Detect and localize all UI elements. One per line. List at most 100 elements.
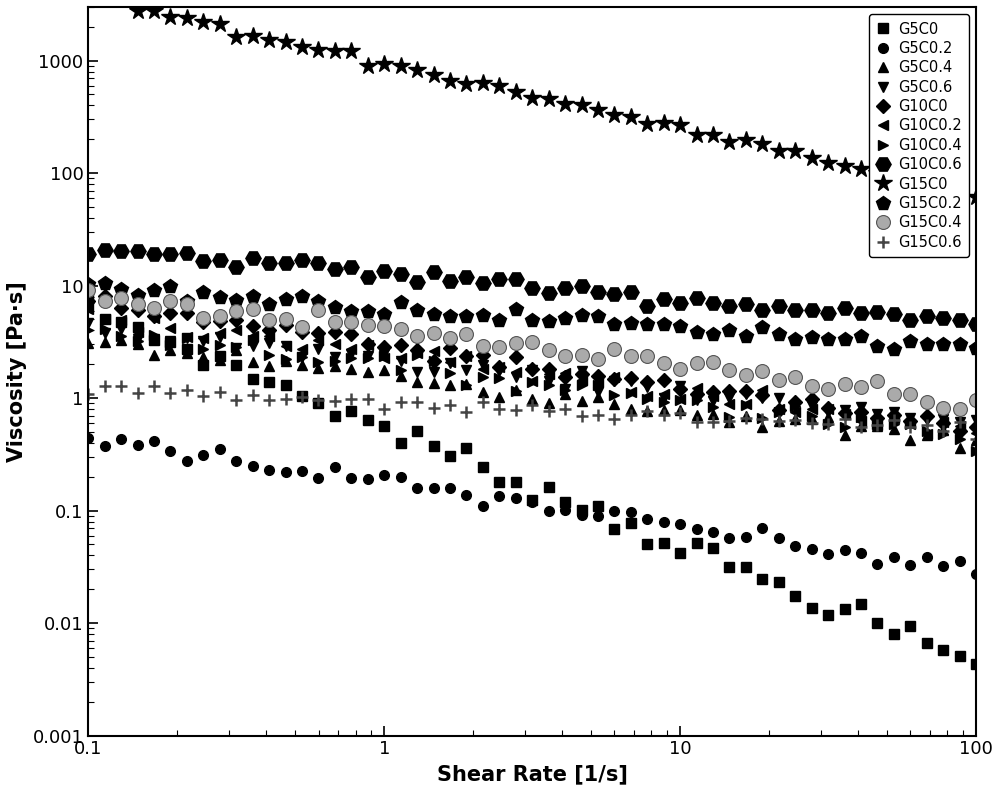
- G15C0: [871, 168, 883, 177]
- G5C0.4: [263, 361, 275, 371]
- G15C0: [954, 187, 966, 196]
- G15C0.2: [954, 339, 966, 349]
- G10C0.2: [247, 331, 259, 341]
- G10C0: [937, 418, 949, 427]
- G5C0.4: [115, 335, 127, 345]
- Line: G15C0.2: G15C0.2: [81, 276, 983, 356]
- G15C0.6: [428, 403, 440, 413]
- G15C0.2: [888, 344, 900, 354]
- G10C0.6: [82, 249, 94, 259]
- G5C0: [954, 651, 966, 660]
- G10C0.6: [970, 319, 982, 328]
- G15C0.4: [181, 299, 193, 308]
- G15C0.6: [954, 417, 966, 426]
- G5C0: [970, 660, 982, 669]
- G10C0.6: [312, 259, 324, 268]
- G15C0.2: [312, 297, 324, 306]
- G10C0: [99, 291, 111, 301]
- G15C0.2: [82, 279, 94, 289]
- G15C0: [411, 66, 423, 75]
- G15C0.6: [263, 395, 275, 404]
- G5C0.6: [937, 414, 949, 424]
- G5C0: [181, 344, 193, 354]
- Line: G15C0.4: G15C0.4: [81, 283, 983, 416]
- G5C0.2: [82, 433, 94, 443]
- G5C0.2: [871, 559, 883, 569]
- G5C0.4: [937, 425, 949, 434]
- G5C0.6: [871, 409, 883, 418]
- G15C0.4: [247, 305, 259, 314]
- G10C0.6: [954, 315, 966, 324]
- G15C0: [82, 0, 94, 4]
- G15C0.2: [197, 288, 209, 297]
- G5C0.6: [247, 342, 259, 351]
- G10C0.2: [970, 429, 982, 438]
- G5C0.2: [181, 456, 193, 466]
- G15C0.2: [99, 278, 111, 288]
- G10C0: [428, 356, 440, 365]
- G5C0.6: [970, 415, 982, 425]
- Line: G15C0.6: G15C0.6: [82, 380, 982, 445]
- G15C0: [970, 192, 982, 202]
- G15C0.2: [428, 309, 440, 319]
- G10C0: [82, 296, 94, 305]
- G15C0.4: [871, 377, 883, 386]
- G10C0.2: [411, 348, 423, 358]
- G15C0.6: [888, 415, 900, 425]
- G5C0.4: [197, 352, 209, 361]
- G15C0.4: [970, 396, 982, 405]
- Line: G10C0.6: G10C0.6: [81, 242, 984, 331]
- G5C0.6: [181, 333, 193, 343]
- G5C0.2: [954, 556, 966, 566]
- G5C0.6: [411, 367, 423, 377]
- G10C0.4: [954, 434, 966, 444]
- X-axis label: Shear Rate [1/s]: Shear Rate [1/s]: [437, 764, 628, 784]
- G5C0.4: [312, 363, 324, 373]
- G15C0.4: [411, 331, 423, 341]
- G5C0.6: [82, 318, 94, 327]
- G5C0.2: [296, 466, 308, 475]
- G15C0.2: [263, 299, 275, 308]
- G10C0.4: [99, 324, 111, 334]
- G10C0.4: [197, 345, 209, 354]
- Y-axis label: Viscosity [Pa·s]: Viscosity [Pa·s]: [7, 281, 27, 462]
- G15C0.2: [970, 343, 982, 353]
- G15C0.6: [312, 395, 324, 404]
- G15C0.6: [82, 390, 94, 399]
- G10C0: [954, 426, 966, 436]
- G5C0: [871, 618, 883, 627]
- Line: G15C0: G15C0: [79, 0, 985, 206]
- G10C0.6: [888, 308, 900, 318]
- G10C0: [312, 328, 324, 338]
- G10C0.4: [263, 350, 275, 360]
- G10C0: [263, 326, 275, 335]
- G10C0.4: [888, 419, 900, 429]
- G5C0: [247, 374, 259, 384]
- G15C0.2: [904, 337, 916, 346]
- G5C0: [411, 426, 423, 436]
- G15C0.4: [937, 403, 949, 412]
- G10C0.6: [428, 267, 440, 276]
- Line: G5C0.6: G5C0.6: [83, 318, 981, 426]
- G10C0.2: [871, 420, 883, 430]
- G10C0: [888, 411, 900, 420]
- G5C0.2: [247, 461, 259, 471]
- G5C0.2: [411, 483, 423, 493]
- G10C0.2: [82, 305, 94, 314]
- G5C0.4: [970, 436, 982, 445]
- G5C0.2: [970, 570, 982, 579]
- G10C0.2: [954, 422, 966, 431]
- G15C0.4: [954, 404, 966, 414]
- Legend: G5C0, G5C0.2, G5C0.4, G5C0.6, G10C0, G10C0.2, G10C0.4, G10C0.6, G15C0, G15C0.2, : G5C0, G5C0.2, G5C0.4, G5C0.6, G10C0, G10…: [869, 14, 969, 257]
- G10C0.2: [181, 333, 193, 343]
- G15C0.4: [296, 323, 308, 332]
- G15C0.6: [197, 392, 209, 401]
- G15C0: [247, 31, 259, 40]
- G10C0.6: [99, 245, 111, 255]
- G10C0.2: [921, 429, 933, 438]
- Line: G5C0.2: G5C0.2: [83, 433, 981, 579]
- G10C0.6: [263, 259, 275, 268]
- G5C0.4: [954, 444, 966, 453]
- Line: G10C0.4: G10C0.4: [83, 324, 981, 456]
- G5C0: [296, 392, 308, 401]
